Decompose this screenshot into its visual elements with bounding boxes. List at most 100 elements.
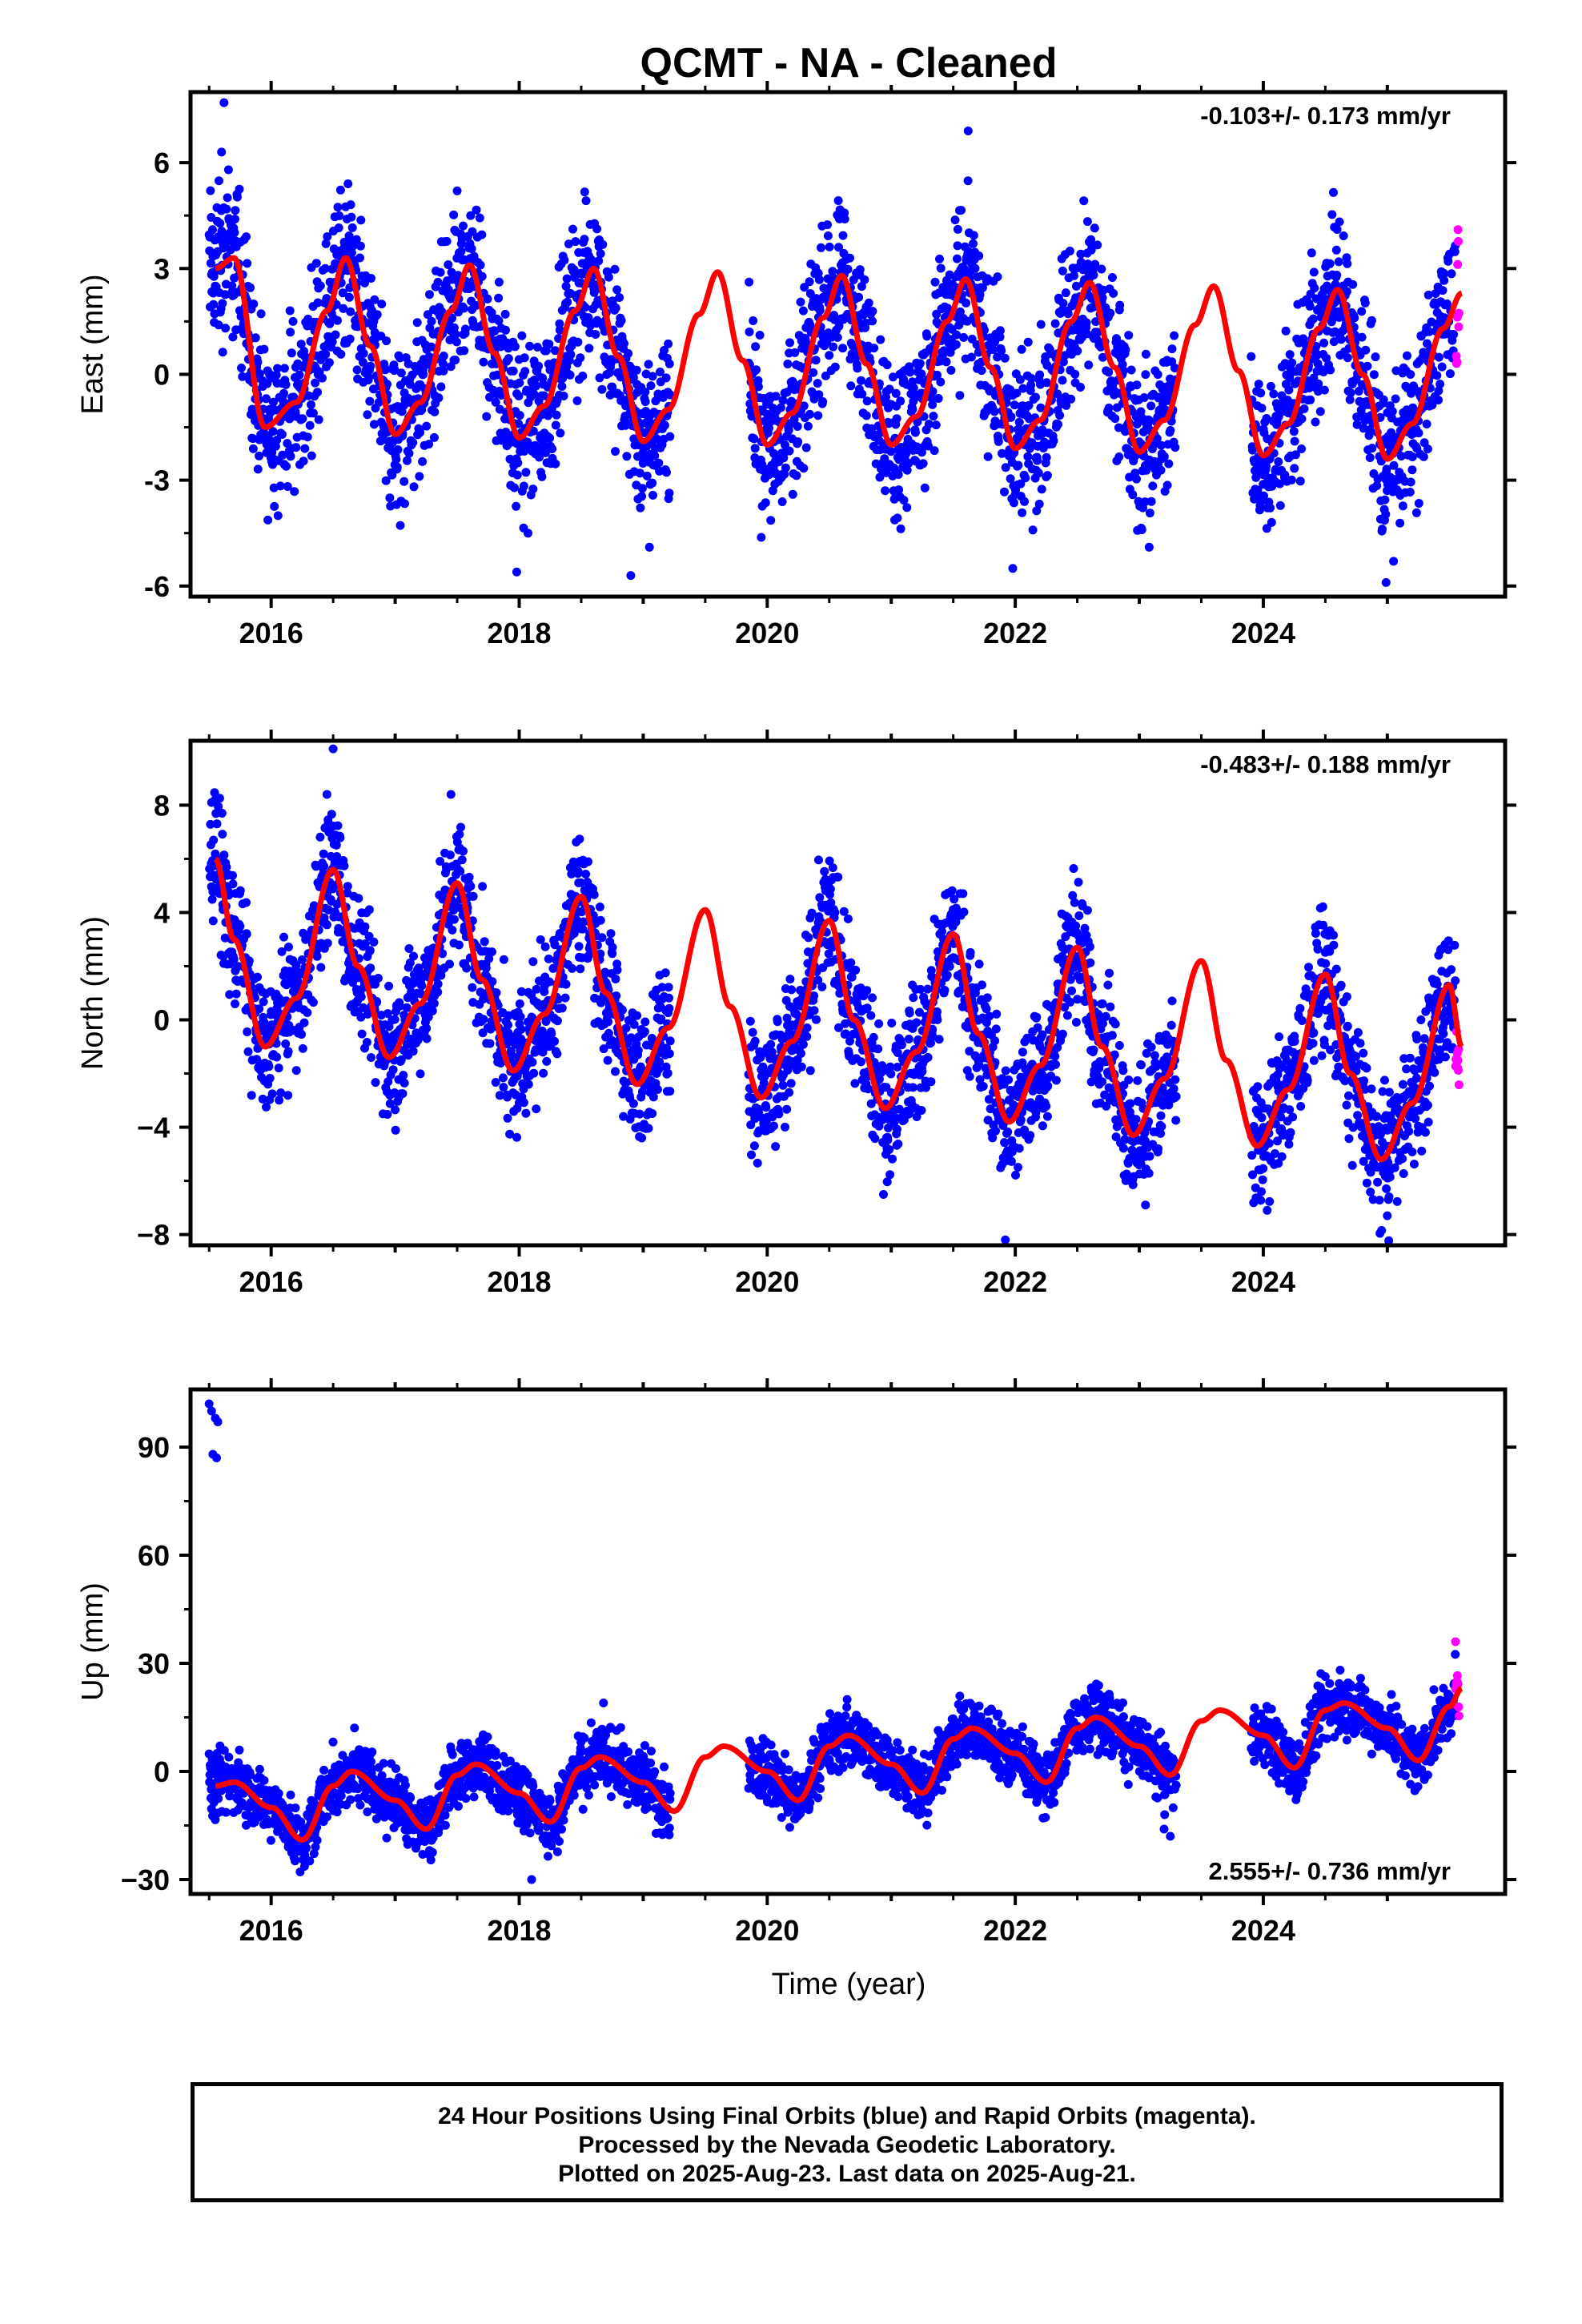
x-tick-label: 2016 — [239, 617, 303, 649]
final-point — [359, 348, 368, 358]
final-point — [632, 1011, 642, 1020]
final-point — [936, 263, 946, 273]
final-point — [661, 968, 670, 978]
final-point — [745, 1016, 755, 1026]
final-point — [1024, 400, 1034, 410]
final-point — [953, 241, 962, 251]
final-point — [978, 283, 987, 292]
final-point — [1437, 362, 1447, 372]
final-point — [867, 424, 877, 433]
final-point — [1269, 389, 1279, 399]
final-point — [1028, 525, 1038, 535]
final-point — [482, 412, 492, 421]
final-point — [841, 1019, 850, 1028]
final-point — [551, 420, 560, 430]
final-point — [829, 342, 838, 352]
final-point — [777, 497, 787, 506]
final-point — [357, 1029, 367, 1039]
final-point — [355, 241, 365, 251]
final-point — [646, 381, 656, 391]
final-point — [1104, 403, 1114, 412]
final-point — [219, 850, 229, 860]
final-point — [308, 408, 318, 418]
final-point — [629, 1019, 639, 1029]
final-point — [1275, 479, 1284, 489]
final-point — [595, 903, 604, 911]
final-point — [540, 942, 550, 951]
final-point — [366, 963, 375, 973]
final-point — [988, 1133, 998, 1143]
final-point — [857, 389, 867, 399]
east-y-axis-label: East (mm) — [76, 274, 110, 414]
final-point — [909, 993, 918, 1003]
final-point — [828, 267, 837, 276]
final-point — [423, 310, 432, 320]
final-point — [351, 235, 361, 244]
final-point — [479, 1015, 488, 1024]
final-point — [1315, 407, 1325, 416]
final-point — [1154, 392, 1163, 402]
final-point — [757, 533, 766, 542]
final-point — [1037, 485, 1046, 494]
final-point — [354, 894, 363, 903]
final-point — [512, 1072, 522, 1081]
final-point — [528, 957, 538, 967]
final-point — [1289, 427, 1299, 436]
final-point — [256, 309, 266, 319]
final-point — [985, 1011, 994, 1021]
final-point — [324, 358, 334, 368]
final-point — [1014, 460, 1023, 470]
final-point — [759, 1078, 769, 1088]
final-point — [938, 927, 946, 936]
final-point — [749, 316, 758, 325]
final-point — [977, 366, 986, 376]
final-point — [315, 832, 325, 842]
final-point — [815, 306, 825, 316]
final-point — [263, 379, 272, 388]
final-point — [1069, 271, 1078, 280]
final-point — [955, 391, 965, 400]
final-point — [825, 351, 834, 360]
final-point — [580, 303, 590, 312]
final-point — [873, 1044, 883, 1054]
final-point — [268, 427, 278, 436]
final-point — [771, 1142, 781, 1152]
final-point — [427, 316, 436, 326]
final-point — [1445, 369, 1455, 379]
final-point — [1167, 344, 1177, 354]
final-point — [525, 341, 535, 351]
final-point — [400, 476, 409, 486]
final-point — [552, 410, 561, 420]
final-point — [994, 437, 1003, 446]
final-point — [830, 908, 840, 917]
final-point — [963, 127, 973, 135]
final-point — [626, 1033, 636, 1043]
final-point — [899, 496, 909, 505]
final-point — [1434, 352, 1443, 362]
final-point — [1126, 365, 1136, 375]
final-point — [1049, 436, 1058, 445]
final-point — [277, 430, 287, 439]
final-point — [584, 857, 592, 866]
final-point — [916, 984, 926, 994]
final-point — [591, 330, 600, 339]
final-point — [448, 313, 456, 323]
final-point — [244, 956, 254, 966]
final-point — [370, 295, 379, 304]
final-point — [1144, 416, 1154, 425]
final-point — [555, 325, 564, 335]
final-point — [460, 346, 469, 356]
final-point — [902, 503, 912, 513]
final-point — [464, 872, 474, 882]
final-point — [552, 1049, 562, 1059]
final-point — [208, 916, 218, 926]
final-point — [592, 224, 602, 234]
final-point — [576, 353, 585, 363]
final-point — [416, 428, 425, 437]
final-point — [217, 809, 227, 818]
final-point — [862, 396, 872, 406]
final-point — [1314, 379, 1323, 388]
final-point — [222, 862, 231, 872]
final-point — [870, 1134, 880, 1144]
final-point — [1311, 342, 1321, 351]
